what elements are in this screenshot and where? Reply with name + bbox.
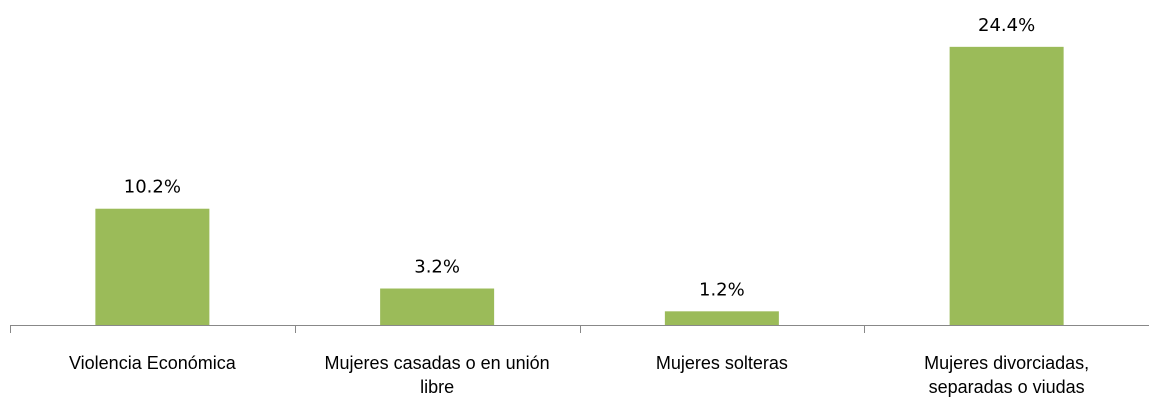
x-tick-label: Mujeres casadas o en unión libre xyxy=(324,353,550,397)
x-tick-label: Mujeres divorciadas, separadas o viudas xyxy=(924,353,1090,397)
x-tick-label: Mujeres solteras xyxy=(655,353,788,373)
x-tick-label: Violencia Económica xyxy=(68,353,236,373)
bar xyxy=(949,46,1064,326)
bar xyxy=(664,311,779,325)
value-label: 1.2% xyxy=(699,279,745,300)
value-label: 3.2% xyxy=(414,257,460,278)
value-label: 24.4% xyxy=(978,15,1035,36)
bar xyxy=(380,288,495,325)
bar xyxy=(95,208,210,325)
value-label: 10.2% xyxy=(124,177,181,198)
